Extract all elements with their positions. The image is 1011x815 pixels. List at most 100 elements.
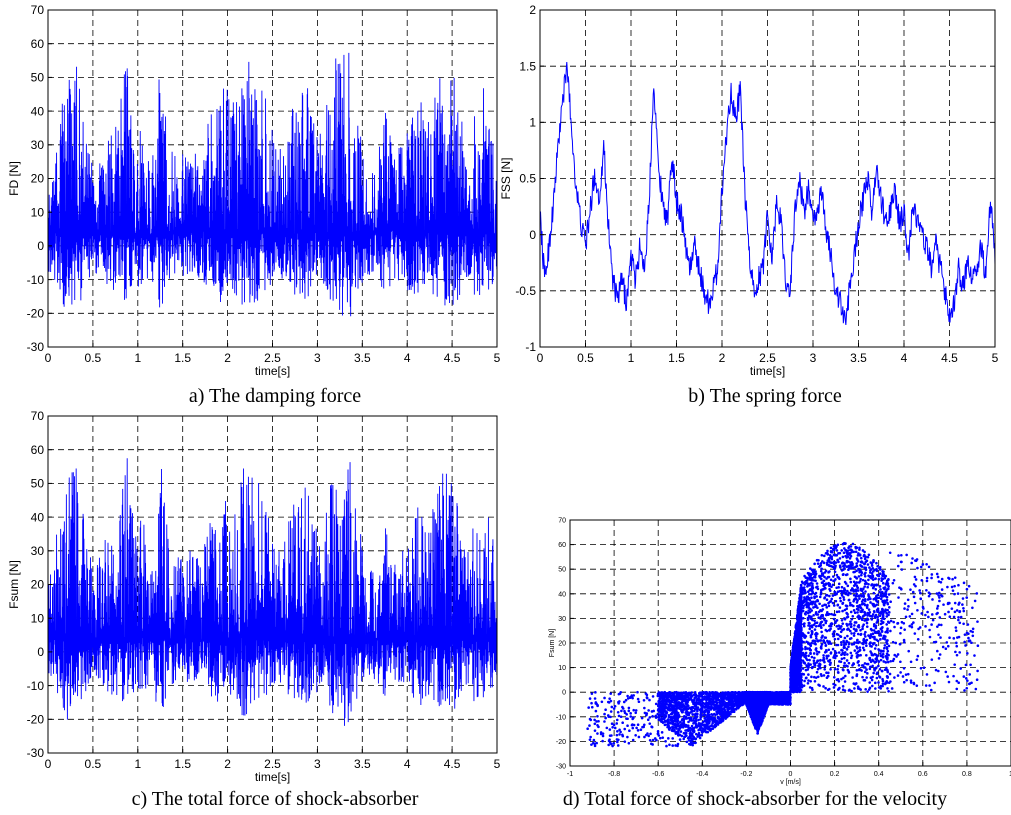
scatter-point bbox=[697, 724, 701, 728]
scatter-point bbox=[657, 709, 661, 713]
scatter-point bbox=[682, 718, 686, 721]
scatter-point bbox=[626, 735, 629, 739]
scatter-point bbox=[706, 718, 710, 722]
scatter-point bbox=[588, 697, 592, 700]
scatter-point bbox=[636, 723, 640, 726]
scatter-point bbox=[721, 712, 724, 715]
y-tick-label: 70 bbox=[31, 409, 45, 423]
x-tick-label: 0 bbox=[537, 351, 544, 365]
scatter-point bbox=[728, 699, 731, 703]
scatter-point bbox=[618, 728, 621, 732]
scatter-point bbox=[674, 744, 677, 747]
scatter-point bbox=[667, 691, 670, 695]
scatter-point bbox=[615, 722, 619, 725]
scatter-point bbox=[613, 726, 617, 730]
scatter-point bbox=[594, 709, 598, 713]
scatter-point bbox=[676, 716, 680, 720]
scatter-point bbox=[735, 698, 739, 701]
scatter-point bbox=[675, 695, 679, 699]
scatter-point bbox=[588, 717, 592, 721]
scatter-point bbox=[703, 717, 707, 720]
scatter-point bbox=[748, 709, 751, 713]
scatter-point bbox=[632, 708, 636, 712]
scatter-point bbox=[709, 715, 713, 719]
scatter-point bbox=[626, 694, 629, 698]
scatter-point bbox=[659, 692, 663, 696]
y-tick-label: 30 bbox=[31, 544, 45, 558]
scatter-point bbox=[680, 709, 683, 713]
scatter-point bbox=[643, 706, 646, 710]
scatter-point bbox=[659, 704, 662, 708]
series bbox=[47, 458, 498, 726]
scatter-point bbox=[766, 692, 769, 695]
x-tick-label: 3.5 bbox=[354, 757, 371, 771]
scatter-point bbox=[687, 725, 690, 729]
scatter-point bbox=[672, 720, 675, 723]
x-tick-label: 2.5 bbox=[264, 351, 281, 365]
scatter-point bbox=[645, 712, 649, 715]
scatter-point bbox=[750, 713, 754, 717]
scatter-point bbox=[663, 709, 666, 713]
scatter-point bbox=[770, 697, 774, 701]
scatter-point bbox=[759, 694, 763, 697]
scatter-point bbox=[627, 706, 631, 710]
scatter-point bbox=[653, 737, 657, 740]
scatter-point bbox=[657, 701, 661, 704]
scatter-point bbox=[665, 744, 668, 748]
scatter-point bbox=[690, 719, 693, 722]
scatter-point bbox=[756, 709, 760, 712]
scatter-point bbox=[701, 702, 705, 706]
scatter-point bbox=[667, 703, 670, 707]
scatter-point bbox=[730, 697, 734, 700]
scatter-point bbox=[760, 691, 764, 695]
scatter-point bbox=[683, 732, 687, 735]
scatter-point bbox=[777, 694, 781, 698]
scatter-point bbox=[608, 697, 611, 700]
scatter-point bbox=[661, 736, 665, 739]
scatter-point bbox=[692, 693, 696, 696]
scatter-point bbox=[636, 690, 639, 694]
scatter-point bbox=[660, 712, 664, 715]
scatter-point bbox=[722, 694, 726, 698]
scatter-point bbox=[786, 696, 790, 700]
scatter-point bbox=[694, 732, 698, 736]
scatter-point bbox=[716, 723, 720, 726]
scatter-point bbox=[712, 697, 715, 701]
scatter-point bbox=[759, 714, 762, 717]
scatter-point bbox=[619, 690, 623, 694]
scatter-point bbox=[603, 712, 606, 716]
scatter-point bbox=[712, 718, 715, 722]
scatter-point bbox=[610, 705, 614, 709]
scatter-point bbox=[588, 724, 591, 727]
scatter-point bbox=[610, 722, 614, 726]
scatter-point bbox=[705, 690, 708, 694]
scatter-point bbox=[623, 727, 627, 731]
x-tick-label: 3 bbox=[314, 351, 321, 365]
scatter-point bbox=[687, 712, 691, 715]
scatter-point bbox=[667, 715, 671, 719]
scatter-point bbox=[741, 701, 744, 704]
y-axis-label: FD [N] bbox=[7, 161, 21, 196]
scatter-point bbox=[681, 692, 684, 696]
x-tick-label: 0.5 bbox=[85, 757, 102, 771]
scatter-point bbox=[685, 734, 688, 738]
scatter-point bbox=[626, 697, 630, 700]
scatter-point bbox=[752, 721, 756, 725]
scatter-point bbox=[608, 734, 612, 737]
scatter-point bbox=[720, 691, 724, 695]
series-line bbox=[47, 52, 498, 317]
scatter-point bbox=[733, 691, 737, 695]
scatter-point bbox=[756, 717, 760, 721]
y-tick-label: 60 bbox=[31, 37, 45, 51]
scatter-point bbox=[663, 723, 667, 727]
scatter-point bbox=[664, 715, 668, 718]
scatter-point bbox=[709, 708, 713, 711]
scatter-point bbox=[697, 699, 701, 702]
scatter-point bbox=[694, 725, 697, 729]
scatter-point bbox=[601, 732, 605, 735]
y-tick-label: 30 bbox=[31, 138, 45, 152]
scatter-point bbox=[630, 695, 634, 699]
scatter-point bbox=[729, 703, 733, 707]
y-tick-label: 2 bbox=[529, 3, 536, 17]
scatter-point bbox=[604, 708, 607, 712]
